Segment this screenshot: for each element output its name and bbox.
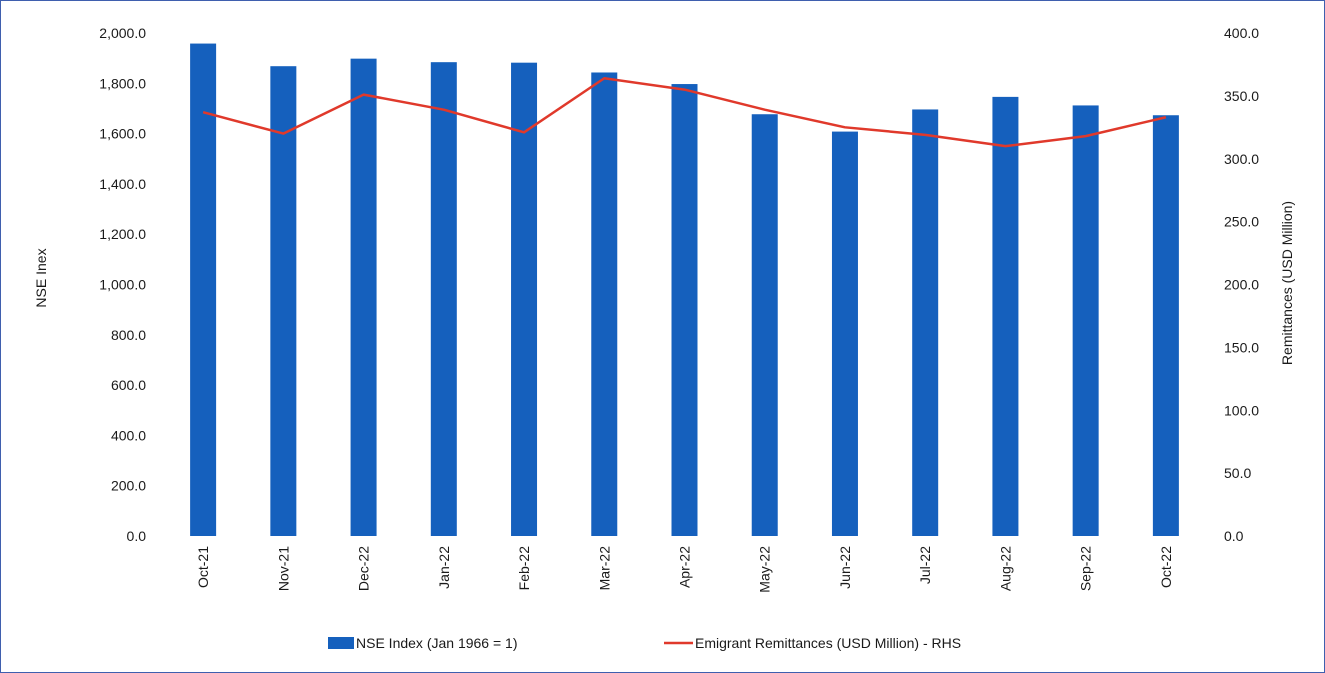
right-axis-ticks: 0.0 50.0 100.0 150.0 200.0 250.0 300.0 350.0 400…: [1224, 25, 1259, 544]
nse-index-bar: [591, 72, 618, 536]
nse-index-bar: [831, 131, 858, 536]
left-tick-label: 200.0: [111, 478, 146, 494]
nse-index-bar: [430, 62, 457, 536]
x-tick-label: Dec-22: [356, 546, 372, 591]
x-tick-label: Oct-21: [195, 546, 211, 588]
left-tick-label: 1,400.0: [99, 176, 146, 192]
nse-index-bar: [992, 96, 1019, 537]
right-tick-label: 300.0: [1224, 151, 1259, 167]
left-tick-label: 600.0: [111, 377, 146, 393]
left-tick-label: 1,000.0: [99, 277, 146, 293]
left-tick-label: 1,800.0: [99, 75, 146, 91]
x-tick-label: Sep-22: [1078, 546, 1094, 591]
right-tick-label: 400.0: [1224, 25, 1259, 41]
right-tick-label: 200.0: [1224, 277, 1259, 293]
legend: NSE Index (Jan 1966 = 1) Emigrant Remitt…: [328, 635, 961, 651]
x-tick-label: Jan-22: [436, 546, 452, 589]
right-tick-label: 0.0: [1224, 528, 1244, 544]
nse-index-bar: [1152, 115, 1179, 536]
legend-line-label: Emigrant Remittances (USD Million) - RHS: [695, 635, 961, 651]
left-tick-label: 1,600.0: [99, 126, 146, 142]
nse-index-bar: [511, 62, 538, 536]
nse-index-bar: [912, 109, 939, 537]
right-tick-label: 350.0: [1224, 88, 1259, 104]
left-tick-label: 2,000.0: [99, 25, 146, 41]
nse-index-bar: [190, 43, 217, 537]
right-tick-label: 50.0: [1224, 465, 1251, 481]
x-tick-label: Nov-21: [275, 546, 291, 591]
legend-bar-swatch: [328, 637, 354, 649]
x-tick-label: Aug-22: [997, 546, 1013, 591]
nse-index-bar: [671, 84, 698, 536]
nse-index-bar: [751, 114, 778, 536]
legend-bar-label: NSE Index (Jan 1966 = 1): [356, 635, 518, 651]
x-tick-label: Feb-22: [516, 546, 532, 591]
left-tick-label: 800.0: [111, 327, 146, 343]
left-tick-label: 1,200.0: [99, 226, 146, 242]
left-tick-label: 400.0: [111, 427, 146, 443]
x-tick-label: Mar-22: [596, 546, 612, 591]
x-tick-label: Jun-22: [837, 546, 853, 589]
x-tick-label: Jul-22: [917, 546, 933, 584]
nse-index-bar: [270, 66, 297, 536]
nse-index-bar: [350, 58, 377, 536]
left-axis-title: NSE Inex: [33, 248, 49, 307]
x-tick-label: Oct-22: [1158, 546, 1174, 588]
x-axis-ticks: Oct-21 Nov-21 Dec-22 Jan-22 Feb-22 Mar-22 Apr-…: [195, 546, 1174, 593]
left-tick-label: 0.0: [127, 528, 147, 544]
right-axis-title: Remittances (USD Million): [1279, 201, 1295, 365]
x-tick-label: May-22: [757, 546, 773, 593]
remittances-line-layer: [202, 77, 1167, 148]
right-tick-label: 100.0: [1224, 402, 1259, 418]
right-tick-label: 150.0: [1224, 339, 1259, 355]
nse-index-bar: [1072, 105, 1099, 536]
right-tick-label: 250.0: [1224, 214, 1259, 230]
x-tick-label: Apr-22: [677, 546, 693, 588]
nse-index-bars: [190, 43, 1179, 537]
left-axis-ticks: 0.0 200.0 400.0 600.0 800.0 1,000.0 1,200.0 1,4…: [99, 25, 146, 544]
